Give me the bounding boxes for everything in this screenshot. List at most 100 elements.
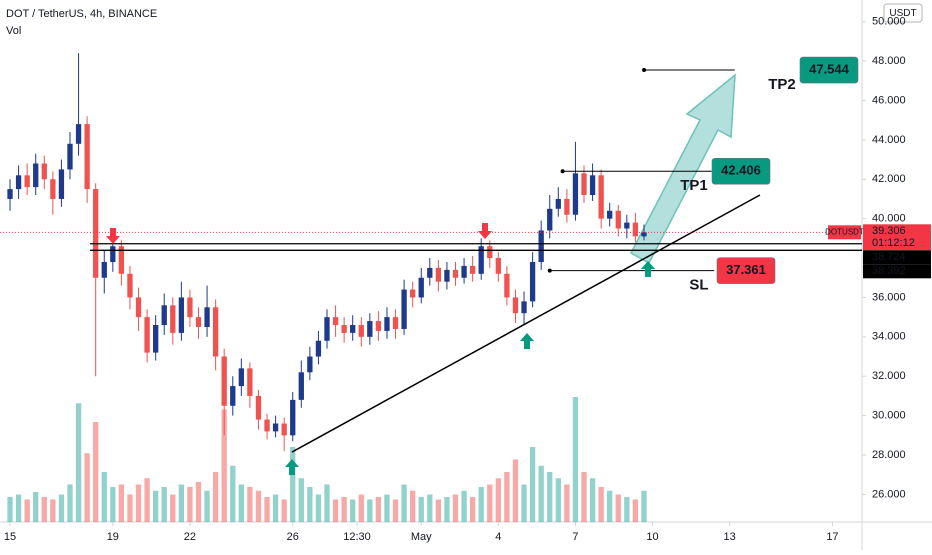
signal-arrow bbox=[478, 223, 492, 239]
level-label: 38.724 bbox=[872, 251, 906, 263]
candle-body bbox=[247, 368, 253, 396]
candle-body bbox=[15, 175, 22, 190]
volume-bar bbox=[607, 490, 613, 522]
indicator-name: Vol bbox=[6, 25, 21, 37]
candle-body bbox=[487, 246, 493, 259]
candle-body bbox=[598, 175, 604, 219]
volume-bar bbox=[564, 484, 570, 522]
candle-body bbox=[392, 317, 399, 329]
y-tick-label: 46.000 bbox=[872, 94, 906, 106]
x-tick-label: May bbox=[411, 531, 432, 543]
candle-body bbox=[350, 325, 356, 333]
candle-body bbox=[118, 246, 125, 274]
last-price-tag bbox=[863, 224, 931, 251]
volume-bar bbox=[118, 484, 125, 522]
volume-bar bbox=[478, 487, 484, 522]
candle-body bbox=[341, 325, 347, 333]
candle-body bbox=[632, 222, 639, 237]
candle-body bbox=[67, 143, 73, 170]
candle-body bbox=[478, 246, 484, 274]
volume-bar bbox=[290, 447, 296, 522]
candle-body bbox=[512, 297, 519, 314]
volume-bar bbox=[444, 497, 450, 522]
last-price-label: 39.306 bbox=[872, 225, 906, 237]
candle-body bbox=[298, 372, 304, 400]
candle-body bbox=[324, 317, 330, 341]
candle-body bbox=[50, 179, 56, 199]
volume-bar bbox=[401, 484, 407, 522]
x-tick-label: 12:30 bbox=[343, 531, 371, 543]
y-tick-label: 32.000 bbox=[872, 370, 906, 382]
candle-body bbox=[367, 321, 373, 337]
volume-bar bbox=[144, 478, 150, 522]
candle-body bbox=[401, 289, 407, 329]
y-tick-label: 42.000 bbox=[872, 173, 906, 185]
x-tick-label: 22 bbox=[184, 531, 196, 543]
candle-body bbox=[33, 163, 39, 188]
volume-bar bbox=[264, 497, 270, 522]
candle-body bbox=[555, 198, 561, 209]
volume-bar bbox=[521, 484, 527, 522]
candle-body bbox=[127, 273, 133, 298]
y-tick-label: 28.000 bbox=[872, 449, 906, 461]
volume-bar bbox=[538, 465, 544, 522]
candle-body bbox=[589, 175, 596, 196]
candle-body bbox=[315, 340, 322, 357]
candle-body bbox=[135, 297, 142, 318]
candle-body bbox=[212, 307, 219, 357]
candle-body bbox=[375, 321, 382, 331]
candle-body bbox=[187, 297, 193, 318]
volume-bar bbox=[281, 499, 287, 522]
volume-bar bbox=[153, 490, 159, 522]
volume-bar bbox=[572, 397, 579, 522]
x-tick-label: 4 bbox=[495, 531, 501, 543]
volume-bar bbox=[624, 497, 630, 522]
volume-bar bbox=[75, 403, 82, 522]
signal-arrow bbox=[106, 228, 120, 244]
candle-body bbox=[641, 232, 647, 237]
candle-body bbox=[7, 189, 13, 199]
volume-bar bbox=[392, 499, 399, 522]
currency-button[interactable] bbox=[883, 3, 923, 23]
candle-body bbox=[272, 423, 279, 432]
x-tick-label: 13 bbox=[724, 531, 736, 543]
candle-body bbox=[624, 222, 630, 229]
x-tick-label: 26 bbox=[287, 531, 299, 543]
candle-body bbox=[461, 265, 467, 278]
candle-body bbox=[504, 273, 510, 298]
volume-bar bbox=[589, 478, 596, 522]
candle-body bbox=[529, 261, 536, 302]
volume-bar bbox=[307, 487, 313, 522]
volume-bar bbox=[195, 482, 202, 522]
volume-bar bbox=[452, 494, 459, 522]
target-value: 37.361 bbox=[726, 262, 766, 277]
volume-bar bbox=[212, 472, 219, 522]
projection-arrow bbox=[629, 73, 736, 265]
volume-bar bbox=[230, 465, 236, 522]
candle-body bbox=[444, 269, 450, 282]
candle-body bbox=[195, 317, 202, 327]
volume-bar bbox=[615, 494, 621, 522]
volume-bar bbox=[461, 490, 467, 522]
candle-body bbox=[607, 210, 613, 219]
volume-bar bbox=[7, 497, 13, 522]
volume-bar bbox=[187, 487, 193, 522]
target-name: TP1 bbox=[680, 177, 708, 194]
y-tick-label: 48.000 bbox=[872, 55, 906, 67]
volume-bar bbox=[84, 453, 90, 522]
candle-body bbox=[435, 267, 442, 282]
volume-bar bbox=[350, 499, 356, 522]
volume-bar bbox=[469, 497, 476, 522]
target-name: SL bbox=[689, 277, 708, 294]
x-tick-label: 19 bbox=[107, 531, 119, 543]
volume-bar bbox=[427, 494, 433, 522]
signal-arrow bbox=[285, 459, 299, 475]
candle-body bbox=[332, 317, 339, 326]
volume-bar bbox=[504, 472, 510, 522]
x-tick-label: 10 bbox=[646, 531, 658, 543]
volume-bar bbox=[170, 494, 176, 522]
volume-bar bbox=[598, 487, 604, 522]
symbol-tag-label: DOTUSDT bbox=[825, 227, 864, 236]
volume-bar bbox=[641, 490, 647, 522]
